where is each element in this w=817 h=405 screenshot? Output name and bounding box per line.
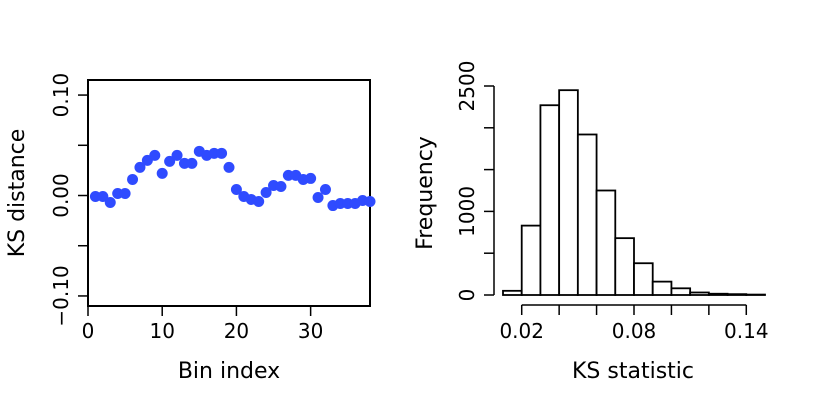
- scatter-point: [260, 186, 272, 198]
- histogram-bar: [502, 289, 523, 296]
- histogram-bar: [520, 224, 542, 296]
- histogram-bars: [502, 89, 766, 296]
- histogram-bar: [670, 287, 692, 296]
- histogram-bar: [539, 104, 561, 296]
- scatter-y-axis-label: KS distance: [5, 129, 30, 258]
- histogram-y-axis: 0 1000 2500: [455, 61, 495, 302]
- scatter-point: [156, 167, 168, 179]
- histogram-y-tick-label: 0: [455, 289, 479, 302]
- scatter-point: [305, 172, 317, 184]
- histogram-bar: [726, 293, 748, 296]
- histogram-y-tick-label: 2500: [455, 61, 479, 112]
- scatter-point: [171, 149, 183, 161]
- histogram-x-tick-label: 0.14: [724, 319, 769, 343]
- scatter-point: [312, 192, 324, 204]
- histogram-y-axis-label: Frequency: [413, 136, 438, 250]
- scatter-y-tick-label: −0.10: [49, 265, 73, 326]
- scatter-point: [104, 197, 116, 209]
- scatter-point: [364, 196, 376, 208]
- histogram-bar: [558, 89, 579, 296]
- histogram-x-tick-label: 0.08: [612, 319, 657, 343]
- scatter-point: [223, 161, 235, 173]
- scatter-panel: 0 10 20 30 −0.10 0.00 0.10 Bin index KS dista…: [5, 73, 376, 384]
- scatter-point: [275, 180, 287, 192]
- scatter-point: [216, 147, 228, 159]
- histogram-bar: [576, 133, 598, 296]
- scatter-y-tick-label: 0.00: [49, 173, 73, 218]
- scatter-point: [319, 183, 331, 195]
- scatter-point: [149, 149, 161, 161]
- scatter-x-tick-label: 10: [149, 319, 174, 343]
- scatter-y-tick-label: 0.10: [49, 73, 73, 118]
- scatter-point: [97, 191, 109, 203]
- scatter-point: [134, 161, 146, 173]
- scatter-point: [230, 183, 242, 195]
- histogram-x-axis-label: KS statistic: [572, 359, 694, 384]
- histogram-x-tick-label: 0.02: [499, 319, 544, 343]
- histogram-bar: [595, 189, 617, 296]
- histogram-y-tick-label: 1000: [455, 186, 479, 237]
- scatter-x-axis-label: Bin index: [178, 359, 280, 384]
- scatter-y-axis: −0.10 0.00 0.10: [49, 73, 89, 327]
- scatter-x-tick-label: 0: [82, 319, 95, 343]
- histogram-bar: [633, 262, 654, 296]
- scatter-x-axis: 0 10 20 30: [82, 305, 323, 343]
- histogram-bar: [651, 280, 673, 296]
- scatter-x-tick-label: 30: [298, 319, 323, 343]
- scatter-point: [253, 196, 265, 208]
- histogram-bar: [614, 237, 635, 296]
- histogram-x-axis: 0.02 0.08 0.14: [499, 304, 769, 343]
- histogram-bar: [689, 291, 710, 296]
- scatter-point: [127, 173, 139, 185]
- scatter-point: [164, 155, 176, 167]
- scatter-point: [119, 188, 131, 200]
- scatter-point: [186, 157, 198, 169]
- histogram-bar: [707, 292, 729, 296]
- scatter-x-tick-label: 20: [224, 319, 249, 343]
- scatter-points: [89, 145, 376, 212]
- histogram-panel: 0.02 0.08 0.14 0 1000 2500 KS statistic Freq…: [413, 61, 769, 384]
